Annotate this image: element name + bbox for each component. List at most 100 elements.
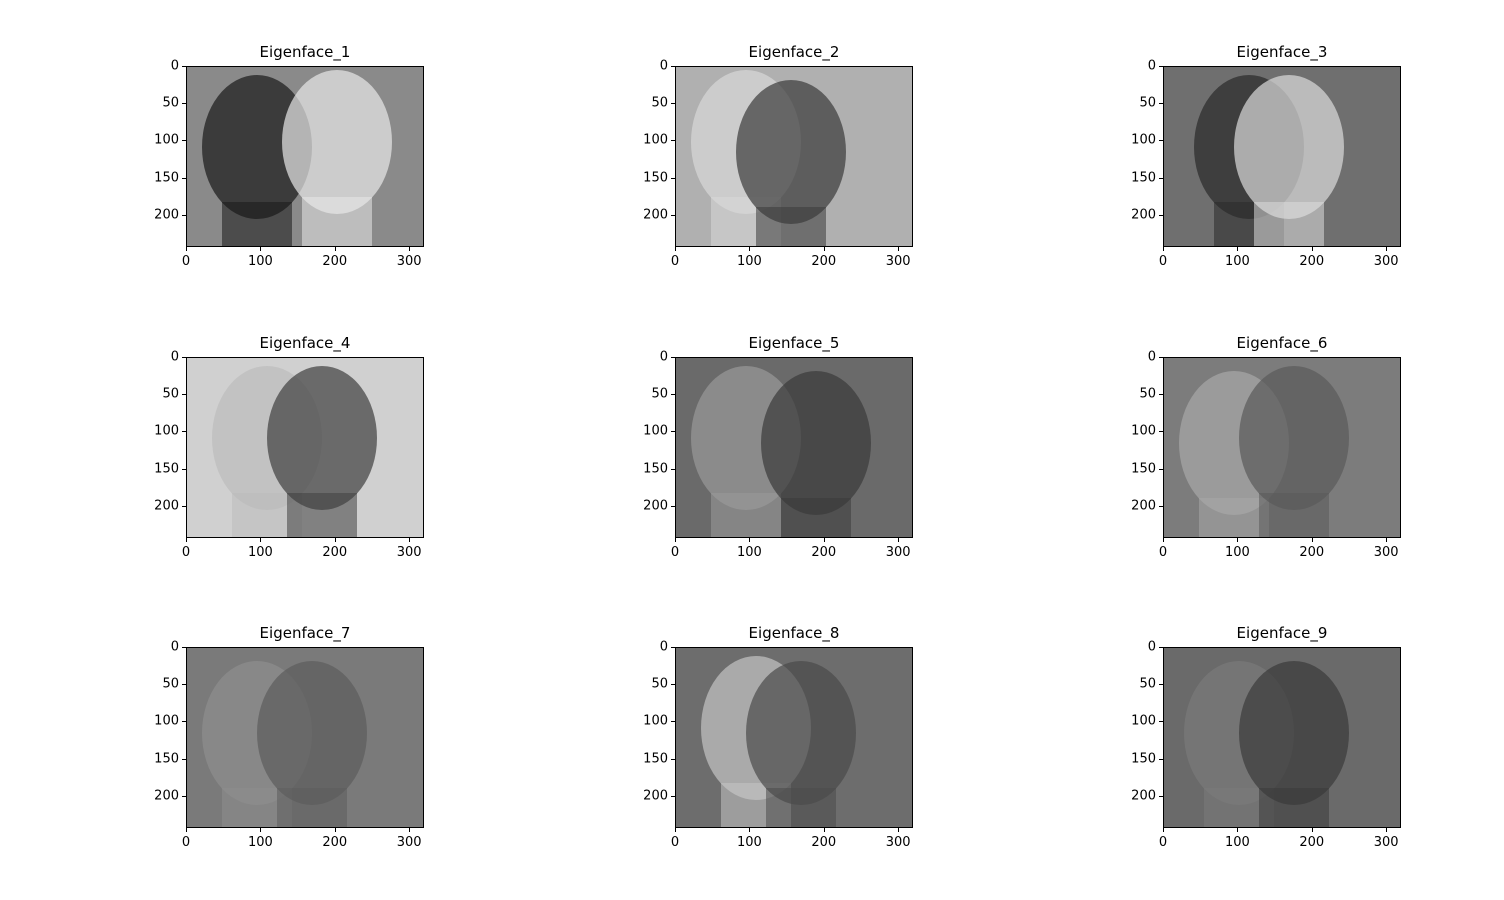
- xtick-label: 300: [1374, 835, 1399, 850]
- ytick-label: 50: [162, 677, 179, 692]
- ytick-label: 150: [643, 170, 668, 185]
- ytick-label: 200: [1131, 498, 1156, 513]
- ytick-label: 50: [651, 96, 668, 111]
- xtick-mark: [1312, 538, 1313, 542]
- eigenface-image: [1163, 647, 1401, 828]
- ytick-mark: [671, 66, 675, 67]
- xtick-mark: [898, 828, 899, 832]
- ytick-label: 150: [154, 751, 179, 766]
- ytick-mark: [182, 394, 186, 395]
- xtick-mark: [1386, 538, 1387, 542]
- xtick-mark: [1312, 247, 1313, 251]
- xtick-label: 100: [248, 835, 273, 850]
- ytick-label: 100: [1131, 133, 1156, 148]
- subplot-title: Eigenface_7: [260, 624, 351, 642]
- xtick-label: 0: [671, 835, 679, 850]
- ytick-mark: [671, 140, 675, 141]
- xtick-mark: [749, 247, 750, 251]
- ytick-mark: [1159, 215, 1163, 216]
- ytick-label: 0: [1148, 350, 1156, 365]
- xtick-label: 0: [1159, 835, 1167, 850]
- ytick-mark: [182, 103, 186, 104]
- xtick-label: 300: [1374, 545, 1399, 560]
- ytick-label: 100: [643, 714, 668, 729]
- xtick-mark: [1237, 538, 1238, 542]
- ytick-label: 200: [154, 498, 179, 513]
- xtick-label: 200: [322, 545, 347, 560]
- subplot-title: Eigenface_2: [749, 43, 840, 61]
- subplot-title: Eigenface_3: [1237, 43, 1328, 61]
- xtick-mark: [409, 828, 410, 832]
- ytick-label: 0: [171, 640, 179, 655]
- eigenface-image: [186, 66, 424, 247]
- xtick-mark: [749, 828, 750, 832]
- ytick-mark: [671, 506, 675, 507]
- xtick-label: 200: [322, 254, 347, 269]
- eigenface-image: [186, 647, 424, 828]
- xtick-mark: [1237, 247, 1238, 251]
- xtick-label: 300: [397, 254, 422, 269]
- xtick-mark: [675, 828, 676, 832]
- eigenface-image: [675, 647, 913, 828]
- ytick-mark: [1159, 684, 1163, 685]
- ytick-mark: [671, 796, 675, 797]
- subplot-title: Eigenface_8: [749, 624, 840, 642]
- xtick-label: 100: [248, 545, 273, 560]
- ytick-label: 150: [154, 170, 179, 185]
- xtick-mark: [335, 828, 336, 832]
- ytick-mark: [1159, 506, 1163, 507]
- ytick-mark: [671, 357, 675, 358]
- ytick-mark: [1159, 469, 1163, 470]
- ytick-label: 200: [154, 788, 179, 803]
- ytick-mark: [671, 647, 675, 648]
- ytick-label: 200: [1131, 788, 1156, 803]
- ytick-mark: [182, 469, 186, 470]
- ytick-mark: [1159, 66, 1163, 67]
- ytick-mark: [1159, 140, 1163, 141]
- eigenface-image: [1163, 357, 1401, 538]
- ytick-mark: [182, 66, 186, 67]
- ytick-mark: [1159, 394, 1163, 395]
- xtick-mark: [186, 538, 187, 542]
- ytick-mark: [1159, 431, 1163, 432]
- ytick-label: 200: [154, 207, 179, 222]
- xtick-mark: [335, 538, 336, 542]
- ytick-label: 0: [1148, 59, 1156, 74]
- ytick-label: 0: [660, 59, 668, 74]
- subplot-title: Eigenface_4: [260, 334, 351, 352]
- xtick-mark: [749, 538, 750, 542]
- ytick-mark: [182, 647, 186, 648]
- xtick-label: 200: [811, 254, 836, 269]
- xtick-mark: [409, 247, 410, 251]
- ytick-mark: [182, 721, 186, 722]
- ytick-label: 150: [1131, 170, 1156, 185]
- xtick-mark: [898, 538, 899, 542]
- xtick-mark: [1386, 247, 1387, 251]
- ytick-mark: [182, 431, 186, 432]
- xtick-mark: [824, 247, 825, 251]
- xtick-label: 300: [1374, 254, 1399, 269]
- ytick-label: 150: [643, 461, 668, 476]
- ytick-label: 50: [162, 96, 179, 111]
- xtick-label: 300: [397, 835, 422, 850]
- xtick-label: 100: [737, 835, 762, 850]
- xtick-mark: [675, 247, 676, 251]
- ytick-label: 200: [1131, 207, 1156, 222]
- ytick-mark: [1159, 759, 1163, 760]
- xtick-label: 300: [886, 835, 911, 850]
- ytick-label: 200: [643, 498, 668, 513]
- ytick-mark: [671, 394, 675, 395]
- ytick-label: 0: [1148, 640, 1156, 655]
- xtick-label: 300: [886, 254, 911, 269]
- ytick-label: 0: [660, 640, 668, 655]
- xtick-mark: [409, 538, 410, 542]
- ytick-mark: [1159, 796, 1163, 797]
- ytick-mark: [671, 103, 675, 104]
- ytick-mark: [182, 796, 186, 797]
- xtick-label: 0: [182, 835, 190, 850]
- xtick-label: 200: [322, 835, 347, 850]
- ytick-label: 100: [154, 133, 179, 148]
- xtick-label: 100: [1225, 545, 1250, 560]
- ytick-label: 0: [171, 59, 179, 74]
